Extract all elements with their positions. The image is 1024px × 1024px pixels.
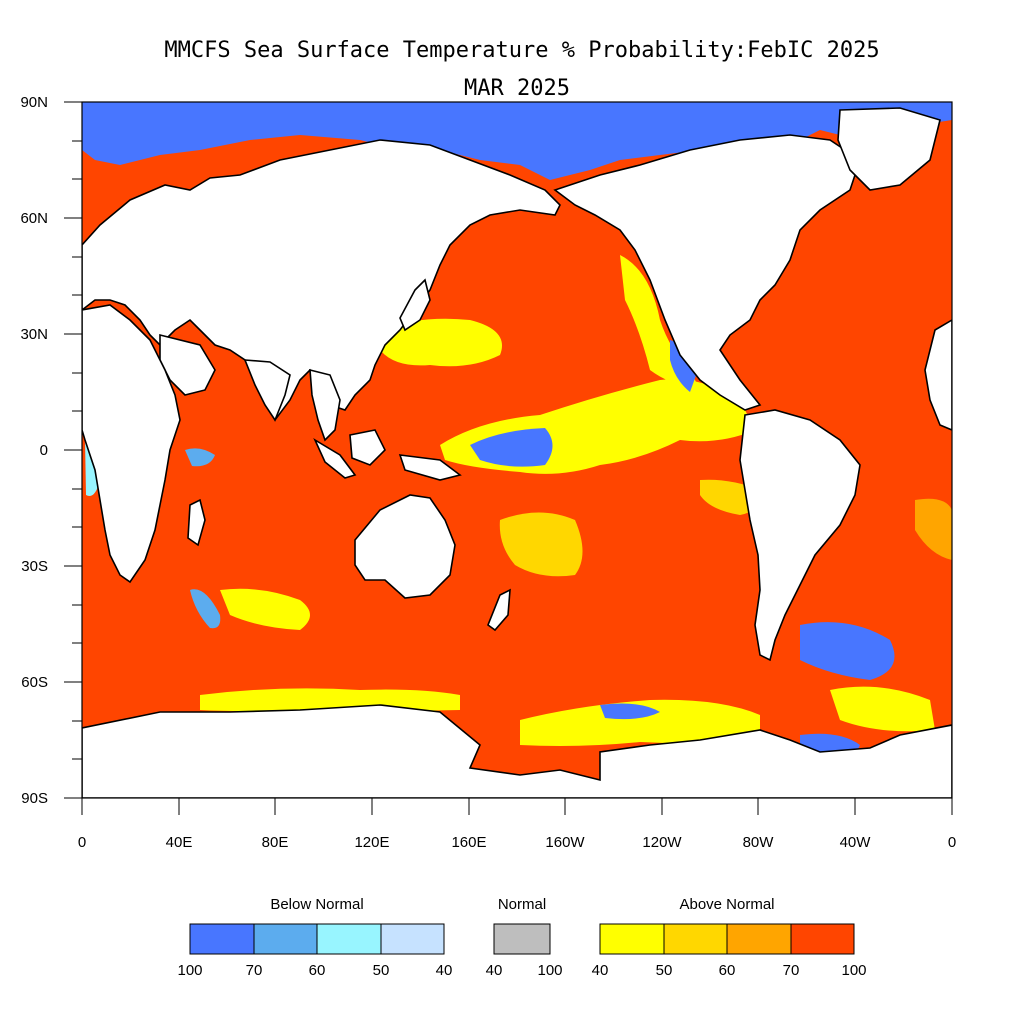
east-atlantic-gold-patch: [915, 498, 952, 560]
legend-normal-label-100: 100: [537, 962, 562, 979]
antarctic-coast-indian-yellow-band: [200, 688, 460, 711]
se-atlantic-yellow-patch: [830, 686, 935, 732]
legend-above-title: Above Normal: [679, 896, 774, 913]
legend-swatch-below-70-60: [253, 923, 318, 955]
indian-subcontinent: [243, 359, 291, 422]
legend-swatch-above-40-50: [599, 923, 665, 955]
south-pacific-yellow-patch: [499, 512, 583, 577]
sumatra-island: [313, 437, 357, 479]
eurasia-landmass: [82, 139, 561, 422]
southern-ocean-yellow-band: [520, 699, 760, 746]
baja-california-blue-patch: [670, 340, 698, 392]
lat-label-90s: 90S: [21, 790, 48, 807]
legend-swatch-below-60-50: [316, 923, 382, 955]
legend-below-normal: Below Normal 100 70 60 50 40: [177, 896, 452, 979]
longitude-labels: 0 40E 80E 120E 160E 160W 120W 80W 40W 0: [78, 834, 956, 851]
borneo-island: [349, 429, 386, 466]
legend-below-label-70: 70: [246, 962, 263, 979]
land-masses: [82, 107, 952, 798]
new-zealand-islands: [487, 588, 511, 632]
lon-label-0: 0: [78, 834, 86, 851]
lat-label-60n: 60N: [20, 210, 48, 227]
south-atlantic-blue-patch: [800, 622, 895, 680]
legend-swatch-normal: [493, 923, 551, 955]
legend-below-label-50: 50: [373, 962, 390, 979]
legend-swatch-below-50-40: [380, 923, 445, 955]
legend-below-label-100: 100: [177, 962, 202, 979]
west-africa-edge: [924, 319, 952, 431]
legend-below-label-60: 60: [309, 962, 326, 979]
south-america-landmass: [739, 409, 861, 662]
new-guinea-island: [398, 454, 462, 481]
equatorial-pacific-blue-patch: [470, 428, 553, 467]
japan-islands: [399, 278, 431, 332]
arabian-sea-blue-patch: [185, 448, 215, 467]
sw-indian-yellow-patch: [220, 588, 310, 630]
greenland-landmass: [837, 107, 941, 191]
legend-normal: Normal 40 100: [486, 896, 563, 979]
lon-label-160w: 160W: [545, 834, 585, 851]
lon-label-120e: 120E: [354, 834, 389, 851]
indochina-peninsula: [309, 368, 341, 442]
legend-swatch-above-60-70: [726, 923, 792, 955]
legend-below-title: Below Normal: [270, 896, 363, 913]
lat-label-30s: 30S: [21, 558, 48, 575]
legend-above-label-40: 40: [592, 962, 609, 979]
lat-label-0: 0: [40, 442, 48, 459]
southern-ocean-blue-streak: [600, 703, 660, 720]
legend-above-label-50: 50: [656, 962, 673, 979]
latitude-labels: 90N 60N 30N 0 30S 60S 90S: [20, 94, 48, 807]
legend-swatch-above-70-100: [790, 923, 855, 955]
lat-label-60s: 60S: [21, 674, 48, 691]
north-america-landmass: [553, 134, 861, 411]
map-area: [82, 102, 952, 798]
africa-landmass: [82, 304, 181, 584]
lon-label-120w: 120W: [642, 834, 682, 851]
legend-above-label-60: 60: [719, 962, 736, 979]
above-normal-40-60-zones: [200, 255, 952, 746]
lon-label-40w: 40W: [840, 834, 872, 851]
legend-above-label-70: 70: [783, 962, 800, 979]
antarctica-landmass: [82, 704, 952, 798]
lon-label-80e: 80E: [262, 834, 289, 851]
arctic-below-normal-region: [82, 102, 952, 180]
lon-label-80w: 80W: [743, 834, 775, 851]
legend-swatch-below-100-70: [189, 923, 255, 955]
longitude-axis: [81, 798, 953, 815]
indian-ocean-blue-streak: [190, 589, 221, 629]
map-subtitle: MAR 2025: [464, 76, 570, 101]
legend-normal-label-40: 40: [486, 962, 503, 979]
latitude-axis: [64, 101, 82, 799]
legend-above-normal: Above Normal 40 50 60 70 100: [592, 896, 867, 979]
lon-label-160e: 160E: [451, 834, 486, 851]
lon-label-0-east: 0: [948, 834, 956, 851]
lat-label-90n: 90N: [20, 94, 48, 111]
north-pacific-east-yellow-strip: [620, 255, 700, 390]
lat-label-30n: 30N: [20, 326, 48, 343]
legend-below-label-40: 40: [436, 962, 453, 979]
legend-normal-title: Normal: [498, 896, 546, 913]
nw-pacific-yellow-patch: [380, 318, 502, 367]
lon-label-40e: 40E: [166, 834, 193, 851]
legend-swatch-above-50-60: [663, 923, 728, 955]
australia-landmass: [354, 494, 456, 599]
madagascar-island: [187, 498, 206, 547]
map-title: MMCFS Sea Surface Temperature % Probabil…: [164, 38, 879, 63]
legend-above-label-100: 100: [841, 962, 866, 979]
